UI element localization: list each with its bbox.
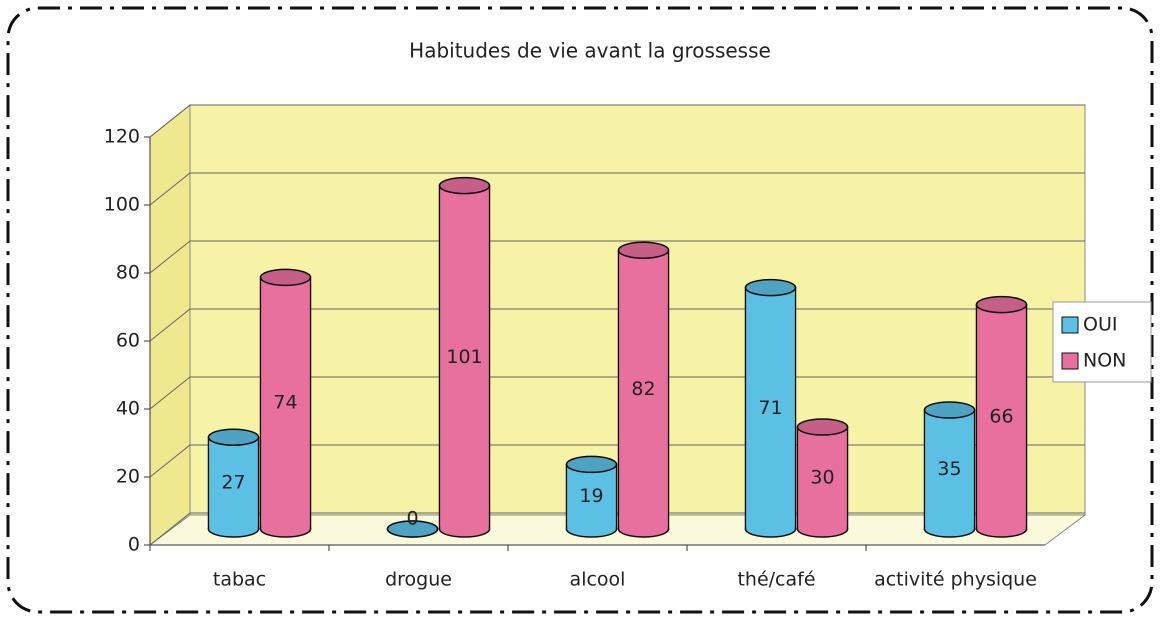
bar-top <box>565 455 618 474</box>
y-tick-label: 40 <box>116 398 140 420</box>
value-label: 66 <box>989 405 1013 427</box>
x-tick-label: thé/café <box>737 569 815 591</box>
grid-line <box>149 104 1085 138</box>
x-tick-label: activité physique <box>874 569 1037 591</box>
value-label: 0 <box>406 508 418 530</box>
legend-swatch <box>1061 352 1079 370</box>
bar-fill <box>619 250 668 529</box>
value-label: 71 <box>758 397 782 419</box>
y-tick-label: 0 <box>128 534 140 556</box>
bar-top <box>975 295 1028 314</box>
x-tick-label: alcool <box>570 569 626 591</box>
bar-top <box>617 241 670 259</box>
y-tick-label: 80 <box>116 262 140 284</box>
bar-fill <box>925 410 974 529</box>
y-tick-label: 100 <box>104 194 140 216</box>
grid-line <box>149 240 1085 274</box>
y-tick-label: 120 <box>104 126 140 148</box>
x-tick-label: tabac <box>213 569 266 591</box>
grid-line <box>149 172 1085 206</box>
legend-label: NON <box>1083 350 1126 372</box>
bar-fill <box>977 304 1026 529</box>
bar-fill <box>746 287 795 529</box>
x-tick-label: drogue <box>385 569 452 591</box>
bar-fill <box>567 464 616 529</box>
bar-top <box>744 278 797 297</box>
y-tick-label: 60 <box>116 330 140 352</box>
value-label: 74 <box>273 392 297 414</box>
value-label: 101 <box>446 346 482 368</box>
bar-top <box>923 401 976 419</box>
bars: 27 74 0 101 19 82 71 30 35 66 <box>207 176 1028 538</box>
value-label: 82 <box>631 378 655 400</box>
value-label: 35 <box>937 458 961 480</box>
legend-label: OUI <box>1083 314 1117 336</box>
value-label: 30 <box>810 467 834 489</box>
bar-fill <box>209 437 258 529</box>
bar-fill <box>261 277 310 529</box>
bar-top <box>207 428 260 446</box>
y-tick-label: 20 <box>116 466 140 488</box>
chart-title: Habitudes de vie avant la grossesse <box>409 39 771 63</box>
bar-fill <box>798 427 847 529</box>
bar-fill <box>440 185 489 529</box>
legend-swatch <box>1061 316 1079 334</box>
bar-top <box>438 176 491 195</box>
value-label: 19 <box>579 485 603 507</box>
bar-top <box>259 268 312 287</box>
bar-top <box>386 520 439 538</box>
value-label: 27 <box>221 472 245 494</box>
bar-top <box>796 418 849 436</box>
